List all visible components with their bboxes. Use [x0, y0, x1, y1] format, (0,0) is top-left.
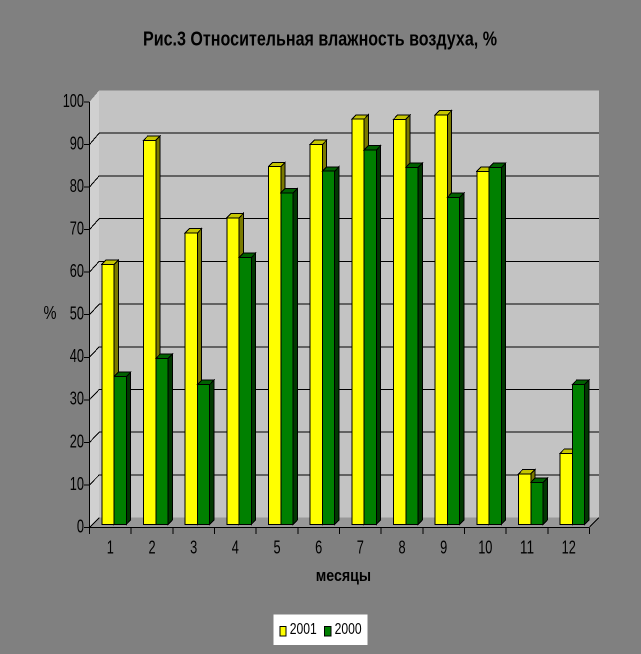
svg-text:30: 30 — [70, 389, 84, 409]
svg-text:7: 7 — [357, 537, 364, 557]
svg-text:60: 60 — [70, 261, 84, 281]
svg-text:90: 90 — [70, 133, 84, 153]
svg-text:2001: 2001 — [290, 621, 317, 638]
svg-text:8: 8 — [398, 537, 405, 557]
svg-text:9: 9 — [440, 537, 447, 557]
svg-text:6: 6 — [315, 537, 322, 557]
svg-text:1: 1 — [107, 537, 114, 557]
svg-text:2: 2 — [148, 537, 155, 557]
svg-text:Рис.3 Относительная влажность: Рис.3 Относительная влажность воздуха, % — [143, 28, 497, 50]
svg-text:11: 11 — [520, 537, 534, 557]
svg-text:4: 4 — [232, 537, 239, 557]
svg-text:%: % — [44, 303, 57, 323]
svg-text:50: 50 — [70, 304, 84, 324]
svg-text:12: 12 — [562, 537, 576, 557]
svg-text:70: 70 — [70, 219, 84, 239]
svg-text:2000: 2000 — [335, 621, 362, 638]
svg-text:3: 3 — [190, 537, 197, 557]
svg-text:80: 80 — [70, 176, 84, 196]
svg-text:10: 10 — [478, 537, 492, 557]
svg-text:20: 20 — [70, 431, 84, 451]
svg-text:месяцы: месяцы — [316, 566, 371, 585]
svg-text:0: 0 — [77, 516, 84, 536]
svg-text:5: 5 — [273, 537, 280, 557]
svg-text:10: 10 — [70, 474, 84, 494]
svg-text:100: 100 — [63, 91, 84, 111]
svg-text:40: 40 — [70, 346, 84, 366]
